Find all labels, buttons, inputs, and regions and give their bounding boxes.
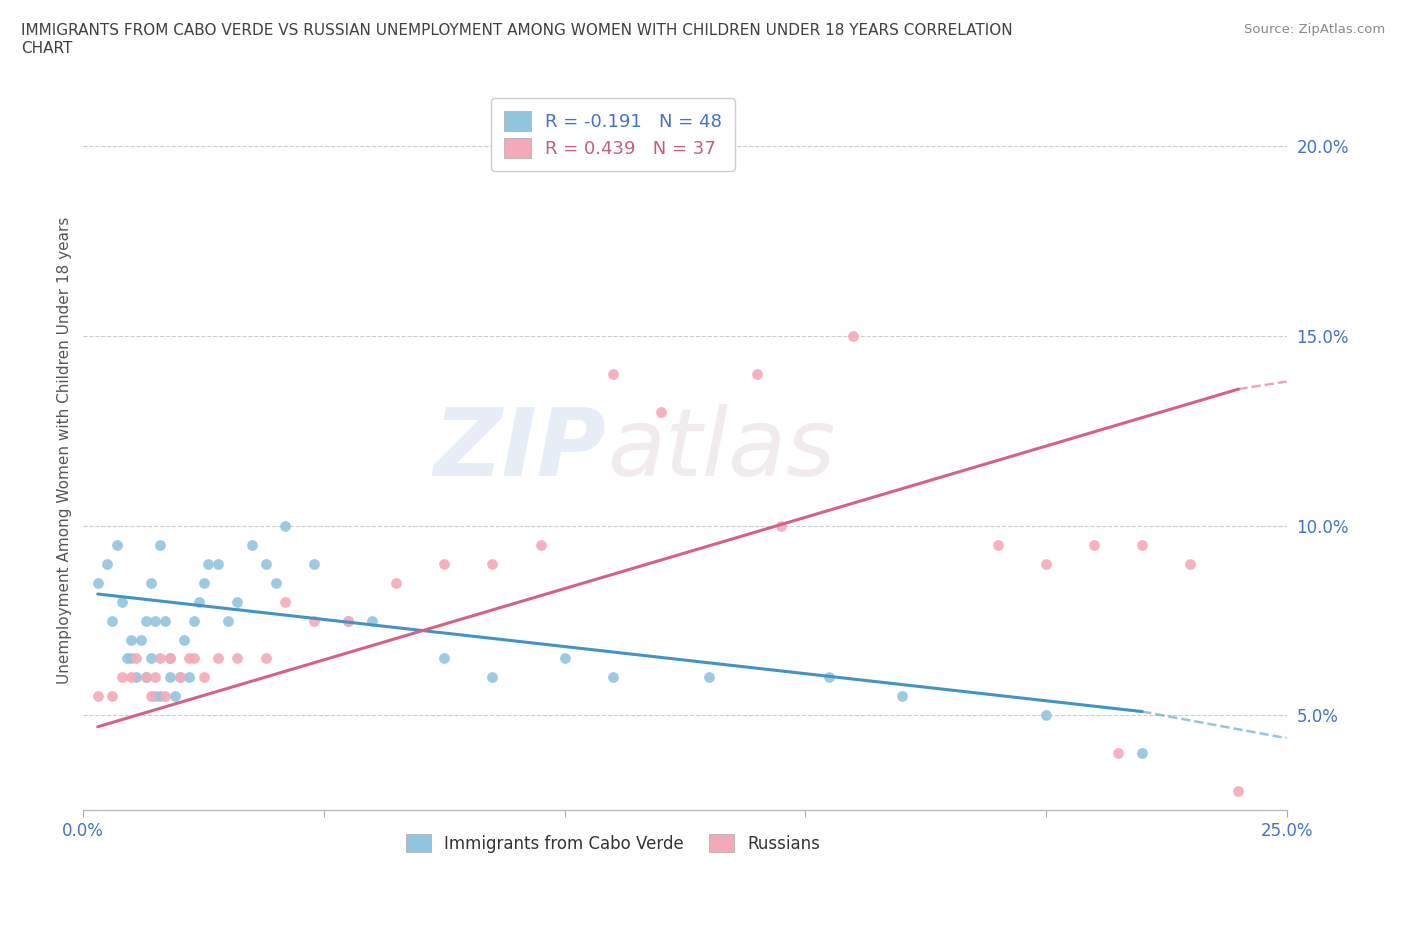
Point (169, 670, 191, 684)
Point (145, 613, 167, 628)
Point (1130, 538, 1153, 552)
Point (602, 366, 624, 381)
Point (105, 538, 128, 552)
Point (187, 594, 209, 609)
Point (770, 518, 793, 533)
Point (818, 670, 841, 684)
Point (135, 670, 157, 684)
Point (217, 613, 239, 628)
Point (149, 689, 172, 704)
Point (602, 670, 624, 684)
Point (135, 670, 157, 684)
Point (153, 689, 176, 704)
Point (1227, 784, 1250, 799)
Y-axis label: Unemployment Among Women with Children Under 18 years: Unemployment Among Women with Children U… (58, 216, 72, 684)
Text: ZIP: ZIP (434, 404, 607, 496)
Point (96, 556, 118, 571)
Point (179, 651, 201, 666)
Point (111, 670, 134, 684)
Point (149, 538, 172, 552)
Text: atlas: atlas (607, 405, 835, 496)
Point (226, 651, 249, 666)
Point (274, 594, 297, 609)
Point (163, 689, 186, 704)
Point (115, 651, 138, 666)
Point (254, 556, 277, 571)
Point (337, 613, 360, 628)
Point (183, 651, 205, 666)
Point (139, 651, 162, 666)
Point (139, 575, 162, 590)
Point (169, 670, 191, 684)
Point (529, 538, 551, 552)
Point (125, 651, 148, 666)
Point (987, 538, 1010, 552)
Point (159, 670, 181, 684)
Point (697, 670, 720, 684)
Point (1035, 708, 1057, 723)
Point (120, 670, 142, 684)
Point (207, 556, 229, 571)
Point (226, 594, 249, 609)
Point (145, 670, 167, 684)
Point (1130, 746, 1153, 761)
Text: IMMIGRANTS FROM CABO VERDE VS RUSSIAN UNEMPLOYMENT AMONG WOMEN WITH CHILDREN UND: IMMIGRANTS FROM CABO VERDE VS RUSSIAN UN… (21, 23, 1012, 56)
Point (1083, 538, 1105, 552)
Point (747, 366, 769, 381)
Point (890, 689, 912, 704)
Point (159, 651, 181, 666)
Point (125, 670, 148, 684)
Point (139, 689, 162, 704)
Text: Source: ZipAtlas.com: Source: ZipAtlas.com (1244, 23, 1385, 36)
Point (120, 651, 142, 666)
Point (274, 518, 297, 533)
Point (87, 575, 110, 590)
Point (481, 670, 503, 684)
Point (183, 613, 205, 628)
Point (173, 632, 195, 647)
Point (101, 613, 124, 628)
Point (481, 556, 503, 571)
Point (145, 689, 167, 704)
Point (1107, 746, 1129, 761)
Point (135, 613, 157, 628)
Point (433, 651, 456, 666)
Point (153, 613, 176, 628)
Point (304, 613, 326, 628)
Point (240, 538, 263, 552)
Point (361, 613, 384, 628)
Point (111, 594, 134, 609)
Point (120, 632, 142, 647)
Point (193, 575, 215, 590)
Point (554, 651, 576, 666)
Point (1180, 556, 1202, 571)
Legend: Immigrants from Cabo Verde, Russians: Immigrants from Cabo Verde, Russians (399, 828, 827, 859)
Point (254, 651, 277, 666)
Point (87, 689, 110, 704)
Point (304, 556, 326, 571)
Point (159, 651, 181, 666)
Point (129, 632, 152, 647)
Point (264, 575, 287, 590)
Point (842, 328, 865, 343)
Point (149, 651, 172, 666)
Point (337, 613, 360, 628)
Point (385, 575, 408, 590)
Point (101, 689, 124, 704)
Point (1035, 556, 1057, 571)
Point (179, 670, 201, 684)
Point (207, 651, 229, 666)
Point (197, 556, 219, 571)
Point (650, 405, 672, 419)
Point (193, 670, 215, 684)
Point (433, 556, 456, 571)
